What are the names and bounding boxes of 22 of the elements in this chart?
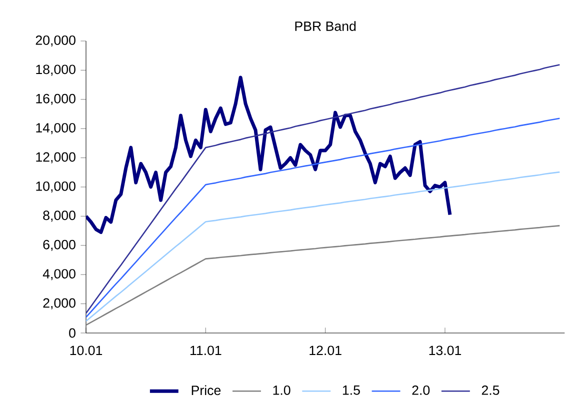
legend-label: 2.0 [412, 385, 430, 395]
y-tick-label: 12,000 [36, 152, 76, 164]
legend-label: 2.5 [482, 385, 500, 395]
y-tick-label: 4,000 [42, 269, 76, 280]
chart-title: PBR Band [295, 21, 356, 31]
y-tick-label: 6,000 [43, 240, 76, 251]
x-tick-label: 10.01 [70, 346, 102, 356]
x-tick-label: 12.01 [310, 346, 342, 356]
y-tick-label: 10,000 [36, 181, 76, 193]
x-tick-label: 11.01 [190, 346, 222, 356]
y-tick-label: 18,000 [36, 64, 76, 76]
y-tick-label: 2,000 [43, 298, 76, 310]
line-series [86, 76, 452, 234]
y-tick-label: 16,000 [36, 94, 76, 105]
y-tick-label: 0 [69, 328, 76, 338]
y-tick-label: 8,000 [43, 210, 76, 222]
x-tick-label: 13.01 [429, 346, 462, 356]
y-tick-label: 20,000 [36, 35, 76, 47]
y-tick-label: 14,000 [36, 123, 76, 134]
legend-label: Price [192, 385, 221, 396]
legend-label: 1.0 [273, 385, 290, 395]
legend-label: 1.5 [342, 386, 360, 395]
